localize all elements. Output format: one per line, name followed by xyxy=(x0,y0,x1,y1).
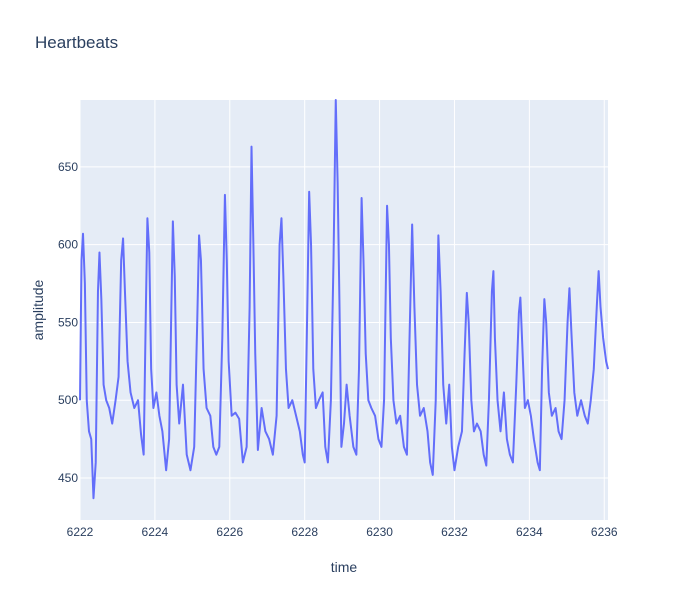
x-axis-title: time xyxy=(331,559,358,575)
y-tick-label: 450 xyxy=(58,471,78,485)
y-tick-label: 500 xyxy=(58,393,78,407)
x-tick-label: 6236 xyxy=(591,525,618,539)
x-tick-label: 6224 xyxy=(142,525,169,539)
y-tick-label: 550 xyxy=(58,315,78,329)
x-tick-label: 6232 xyxy=(441,525,468,539)
series-line xyxy=(79,99,609,500)
plot-background xyxy=(80,100,608,520)
x-tick-label: 6226 xyxy=(216,525,243,539)
x-tick-label: 6234 xyxy=(516,525,543,539)
y-tick-label: 600 xyxy=(58,238,78,252)
x-axis-ticks: 6222 6224 6226 6228 6230 6232 6234 6236 xyxy=(67,525,618,539)
y-axis-ticks: 450 500 550 600 650 xyxy=(58,160,78,485)
x-tick-label: 6228 xyxy=(291,525,318,539)
y-axis-title: amplitude xyxy=(30,279,46,340)
x-tick-label: 6230 xyxy=(366,525,393,539)
grid xyxy=(79,100,608,520)
y-tick-label: 650 xyxy=(58,160,78,174)
x-tick-label: 6222 xyxy=(67,525,94,539)
series-layer xyxy=(79,99,609,500)
chart-title: Heartbeats xyxy=(35,33,119,52)
